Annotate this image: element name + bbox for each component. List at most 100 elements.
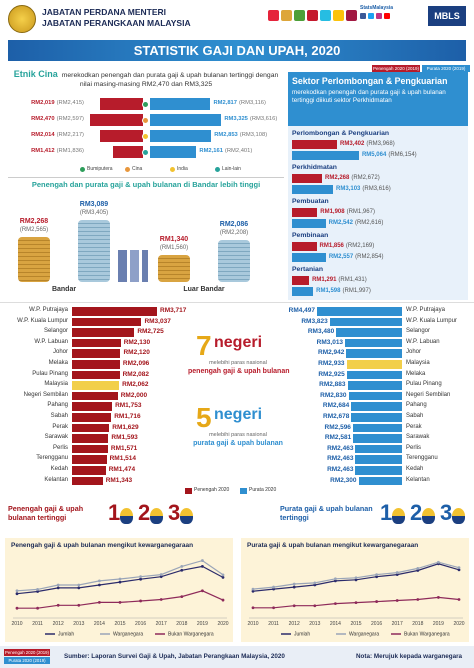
series-point [201, 589, 204, 593]
median-label: RM2,268 [19, 217, 49, 225]
sector-mean-label: RM1,598 (RM1,997) [316, 288, 371, 294]
state-name: Perlis [52, 444, 68, 451]
rank-number: 2 [138, 500, 151, 525]
state-median-bar [72, 455, 107, 464]
x-tick-label: 2012 [53, 621, 64, 627]
state-mean-label: RM2,581 [324, 434, 352, 442]
state-median-bar [72, 338, 121, 348]
x-tick-label: 2019 [197, 621, 208, 627]
x-tick-label: 2017 [156, 621, 167, 627]
state-median-label: RM1,593 [111, 434, 138, 442]
mean-label: RM2,853 (RM3,108) [214, 132, 267, 138]
legend-label: Bukan Warganegara [168, 632, 214, 638]
sector-median-label: RM2,268 (RM2,672) [325, 175, 380, 181]
median-label: RM1,340 [159, 236, 189, 244]
mean-previous: (RM3,405) [79, 210, 109, 217]
series-point [395, 571, 399, 574]
sector-name: Pembuatan [292, 198, 329, 205]
agency-name: JABATAN PERANGKAAN MALAYSIA [42, 18, 191, 28]
median-value: RM2,014 [31, 132, 55, 138]
x-tick-label: 2018 [412, 621, 423, 627]
state-mean-bar [346, 349, 402, 358]
state-median-bar [72, 444, 108, 454]
series-point [354, 576, 358, 580]
mean-previous: (RM6,154) [388, 152, 417, 158]
callout-line1: melebihi paras nasional [209, 360, 267, 366]
state-median-bar [72, 413, 112, 422]
state-mean-bar [345, 338, 402, 348]
sector-name: Pembinaan [292, 232, 329, 239]
legend-label: Jumlah [294, 632, 310, 638]
series-line [252, 561, 460, 590]
mean-label: RM3,325 (RM3,616) [224, 116, 277, 122]
state-mean-bar [347, 381, 402, 390]
state-mean-label: RM2,684 [322, 402, 350, 410]
state-mean-label: RM2,463 [327, 444, 354, 452]
rank-number: 2 [410, 500, 423, 525]
series-point [159, 575, 163, 579]
series-point [457, 568, 461, 572]
x-tick-label: 2020 [217, 621, 228, 627]
series-point [180, 568, 184, 572]
series-line [16, 559, 224, 592]
series-point [457, 566, 461, 570]
median-value: RM2,019 [31, 100, 55, 106]
ethnic-legend-dot [80, 167, 85, 172]
series-point [15, 606, 19, 610]
state-median-label: RM1,514 [109, 455, 136, 463]
x-tick-label: 2014 [330, 621, 341, 627]
ethnic-text: merekodkan penengah dan purata gaji & up… [61, 72, 279, 88]
state-median-label: RM2,096 [122, 360, 150, 367]
footer-legend: Purata 2020 (2019) [4, 657, 50, 664]
mean-coin-stack [218, 240, 250, 282]
series-point [98, 579, 101, 583]
x-tick-label: 2010 [247, 621, 258, 627]
series-point [334, 577, 337, 581]
series-point [354, 601, 358, 605]
series-point [56, 586, 60, 590]
state-mean-bar [351, 402, 402, 411]
sector-median-bar [292, 140, 337, 149]
flag-icon [452, 508, 465, 524]
series-point [159, 573, 163, 576]
series-point [77, 583, 81, 587]
series-point [457, 598, 461, 601]
state-median-label: RM1,753 [115, 402, 142, 410]
chart-title: Purata gaji & upah bulanan mengikut kewa… [247, 542, 418, 549]
state-median-bar [72, 391, 118, 401]
state-mean-label: RM2,883 [319, 381, 346, 389]
top3-mean-title: Purata gaji & upah bulanan tertinggi [280, 504, 373, 522]
state-mean-bar [358, 476, 402, 486]
mean-previous: (RM2,401) [224, 148, 253, 154]
sector-mean-bar [292, 219, 326, 228]
flag-icon [392, 508, 405, 524]
state-name: Kedah [406, 466, 424, 472]
state-median-label: RM2,062 [122, 381, 149, 389]
source: Sumber: Laporan Survei Gaji & Upah, Jaba… [64, 653, 285, 660]
state-mean-bar [348, 391, 402, 401]
median-value: RM3,402 [339, 141, 365, 147]
sector-mean-label: RM2,557 (RM2,854) [329, 254, 384, 260]
group-dot [142, 149, 149, 156]
mean-value: RM2,542 [328, 220, 353, 226]
state-median-bar [72, 307, 157, 316]
mean-value: RM2,557 [328, 254, 354, 260]
median-previous: (RM2,672) [351, 175, 380, 181]
median-value: RM2,470 [31, 116, 55, 122]
mean-value: RM3,103 [336, 186, 361, 192]
state-name: Johor [52, 349, 68, 356]
x-tick-label: 2015 [114, 621, 125, 627]
median-previous: (RM2,565) [19, 226, 49, 233]
icon [281, 10, 292, 21]
state-mean-label: RM2,925 [318, 370, 345, 378]
sector-mean-label: RM5,064 (RM6,154) [362, 152, 417, 158]
series-point [437, 596, 440, 599]
sector-median-label: RM1,908 (RM1,967) [320, 209, 375, 215]
series-point [395, 599, 399, 602]
badge: MBLS [428, 6, 466, 26]
ethnic-summary: Etnik Cina merekodkan penengah dan purata… [10, 70, 282, 89]
median-previous: (RM1,967) [346, 209, 375, 215]
ethnic-legend-label: India [177, 166, 188, 172]
mean-bar [150, 98, 211, 110]
flag-icon [120, 508, 133, 524]
